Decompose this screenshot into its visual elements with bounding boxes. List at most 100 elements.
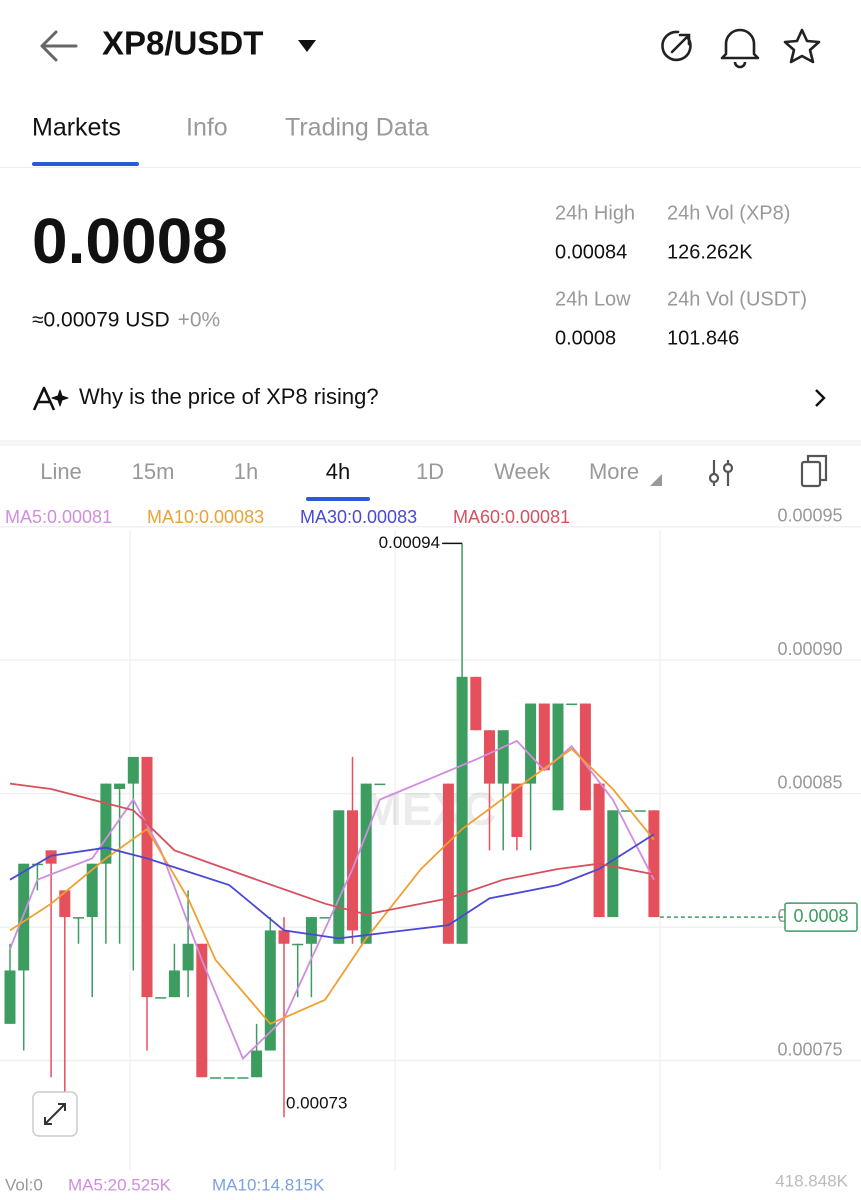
candle-body: [442, 783, 454, 944]
candle-body: [86, 863, 98, 918]
y-tick-label: 0.00090: [777, 639, 842, 659]
interval-option[interactable]: 15m: [132, 459, 175, 484]
candle-body: [593, 783, 605, 918]
interval-option[interactable]: More: [589, 459, 639, 484]
last-price: 0.0008: [32, 205, 228, 277]
price-change: +0%: [178, 309, 221, 332]
candle-body: [497, 730, 509, 784]
candle-body: [621, 810, 632, 812]
active-tab-indicator: [32, 162, 139, 166]
candle-body: [552, 703, 564, 811]
copy-icon[interactable]: [800, 454, 828, 488]
candle-body: [525, 703, 537, 784]
back-button[interactable]: [40, 30, 78, 62]
candle-body: [223, 1077, 235, 1079]
stat-value: 0.0008: [555, 327, 616, 349]
ma-line: [9, 782, 655, 916]
candle-body: [182, 943, 194, 971]
candle-body: [607, 810, 619, 918]
indicator-settings-icon[interactable]: [708, 460, 734, 486]
stat-label: 24h Vol (XP8): [667, 202, 790, 224]
candle-body: [168, 970, 180, 998]
candle-body: [45, 850, 57, 864]
more-triangle: [650, 474, 662, 486]
candle-body: [196, 943, 208, 1078]
candle-body: [141, 756, 153, 998]
candle-body: [511, 783, 523, 837]
insight-link[interactable]: Why is the price of XP8 rising?: [79, 384, 379, 409]
stat-value: 0.00084: [555, 241, 627, 263]
low-label: 0.00073: [286, 1093, 347, 1112]
candle-body: [470, 676, 482, 731]
candle-body: [305, 917, 317, 944]
candle-body: [333, 810, 345, 944]
candle-body: [155, 997, 167, 999]
candle-body: [4, 970, 16, 1024]
y-tick-label: 0.00095: [777, 505, 842, 525]
candle-body: [210, 1077, 221, 1079]
interval-option[interactable]: 4h: [326, 459, 350, 484]
legend-entry: MA30:0.00083: [300, 507, 417, 527]
pair-title[interactable]: XP8/USDT: [102, 25, 263, 62]
candle-body: [484, 730, 495, 784]
volume-max: 418.848K: [775, 1171, 848, 1190]
section-gap: [0, 440, 861, 446]
interval-option[interactable]: Week: [494, 459, 551, 484]
usd-price: ≈0.00079 USD: [32, 309, 170, 332]
ma-line: [9, 747, 655, 1025]
candle-body: [374, 783, 386, 786]
bell-icon[interactable]: [720, 28, 760, 69]
candle-body: [292, 943, 304, 946]
candle-body: [114, 783, 126, 789]
candle-body: [100, 783, 112, 864]
current-price-label: 0.0008: [793, 906, 848, 926]
y-tick-label: 0.00085: [777, 772, 842, 792]
candle-body: [579, 703, 591, 811]
expand-button[interactable]: [32, 1091, 78, 1137]
candle-body: [319, 917, 331, 919]
legend-entry: MA10:0.00083: [147, 507, 264, 527]
candle-body: [634, 810, 646, 812]
y-tick-label: 0.00075: [777, 1039, 842, 1059]
stat-label: 24h Vol (USDT): [667, 288, 807, 310]
stat-value: 101.846: [667, 327, 739, 349]
candle-body: [538, 703, 550, 771]
candle-body: [59, 890, 71, 918]
watermark: MEXC: [364, 783, 497, 835]
candle-body: [73, 917, 84, 919]
tab[interactable]: Markets: [32, 114, 121, 142]
ma-line: [9, 833, 655, 940]
candle-body: [251, 1050, 263, 1078]
candle-body: [566, 703, 578, 706]
volume-label: Vol:0: [5, 1175, 43, 1194]
stat-value: 126.262K: [667, 241, 753, 263]
divider: [0, 167, 861, 168]
current-price-tag: [784, 902, 858, 932]
legend-entry: MA60:0.00081: [453, 507, 570, 527]
candle-body: [237, 1077, 249, 1079]
volume-label: MA5:20.525K: [68, 1175, 172, 1194]
candle-body: [264, 930, 276, 1051]
tab[interactable]: Info: [186, 114, 228, 142]
interval-option[interactable]: 1h: [234, 459, 258, 484]
candle-body: [456, 676, 468, 944]
share-icon[interactable]: [661, 30, 692, 62]
volume-label: MA10:14.815K: [212, 1175, 325, 1194]
stat-label: 24h Low: [555, 288, 631, 310]
ai-icon: [32, 386, 69, 411]
candle-body: [278, 930, 290, 944]
candle-body: [648, 810, 660, 918]
pair-dropdown[interactable]: [298, 40, 316, 52]
interval-option[interactable]: 1D: [416, 459, 444, 484]
stat-label: 24h High: [555, 202, 635, 224]
candle-body: [18, 863, 30, 971]
active-interval-indicator: [306, 497, 370, 501]
tab[interactable]: Trading Data: [285, 114, 429, 142]
favorite-icon[interactable]: [783, 28, 821, 64]
interval-option[interactable]: Line: [40, 459, 82, 484]
candle-body: [360, 783, 372, 944]
chevron[interactable]: [815, 389, 826, 407]
legend-entry: MA5:0.00081: [5, 507, 112, 527]
